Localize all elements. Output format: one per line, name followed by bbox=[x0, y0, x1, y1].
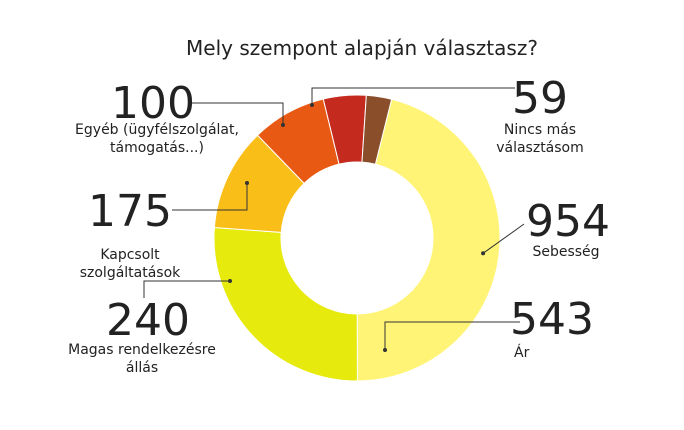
leader-dot bbox=[481, 251, 486, 256]
data-label-value: 543 bbox=[510, 294, 594, 345]
leader-dot bbox=[281, 123, 285, 127]
data-label-category: Magas rendelkezésre állás bbox=[68, 342, 216, 376]
leader-dot bbox=[383, 348, 387, 352]
data-label-category: Nincs más választásom bbox=[496, 122, 584, 156]
leader-line bbox=[190, 102, 284, 125]
leader-line bbox=[384, 321, 520, 350]
leader-line bbox=[311, 87, 515, 105]
leader-line bbox=[143, 280, 230, 298]
leader-line bbox=[482, 223, 525, 254]
data-label-value: 954 bbox=[526, 196, 610, 247]
pie-slice bbox=[361, 94, 393, 165]
data-label-value: 240 bbox=[106, 295, 190, 346]
pie-slice bbox=[213, 226, 358, 382]
data-label-category: Kapcsolt szolgáltatások bbox=[80, 247, 181, 281]
data-label-value: 59 bbox=[512, 73, 568, 124]
slices-layer bbox=[213, 94, 501, 382]
data-label-category: Egyéb (ügyfélszolgálat, támogatás...) bbox=[75, 122, 239, 156]
leader-line bbox=[172, 183, 248, 211]
data-label-category: Ár bbox=[514, 344, 530, 361]
leader-dot bbox=[310, 103, 314, 107]
chart-title: Mely szempont alapján választasz? bbox=[186, 36, 538, 60]
pie-slice bbox=[356, 98, 501, 382]
leader-dot bbox=[228, 279, 232, 283]
data-label-value: 100 bbox=[111, 78, 195, 129]
leader-dot bbox=[245, 181, 249, 185]
data-label-value: 175 bbox=[88, 186, 172, 237]
data-label-category: Sebesség bbox=[532, 244, 599, 260]
